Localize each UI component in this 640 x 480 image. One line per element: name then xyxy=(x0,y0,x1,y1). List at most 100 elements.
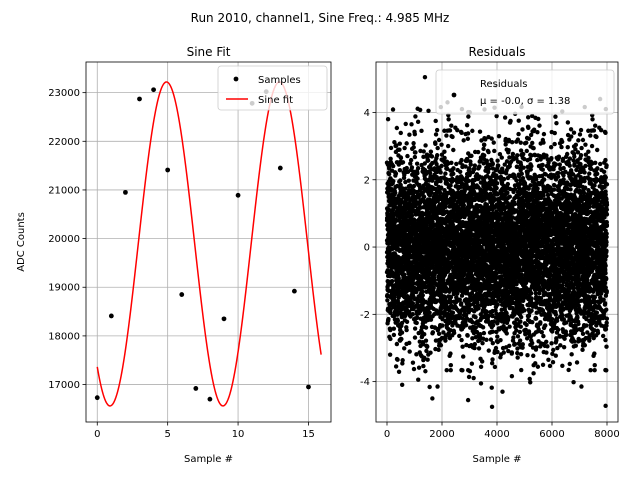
residual-point xyxy=(385,298,390,303)
residual-point xyxy=(495,334,500,339)
residual-point xyxy=(432,325,438,330)
residual-point xyxy=(388,156,393,162)
sample-point xyxy=(221,316,227,322)
residual-point xyxy=(490,340,496,346)
residual-point xyxy=(399,320,405,326)
residual-point xyxy=(442,128,447,133)
residual-point xyxy=(439,185,444,190)
residual-point xyxy=(396,369,402,374)
residual-point xyxy=(412,154,418,160)
residual-point xyxy=(437,202,443,207)
residual-point xyxy=(489,385,494,390)
residual-point xyxy=(407,132,412,137)
residual-point xyxy=(424,344,430,349)
residual-point xyxy=(481,146,486,152)
residual-point xyxy=(517,329,523,335)
residual-point xyxy=(411,183,417,189)
residual-point xyxy=(460,344,465,349)
residual-point xyxy=(422,355,427,360)
residual-point xyxy=(451,244,457,250)
residual-point xyxy=(402,145,407,151)
residual-point xyxy=(451,166,456,171)
residual-point xyxy=(430,330,436,335)
residual-point xyxy=(417,107,423,113)
residual-point xyxy=(507,324,512,329)
residual-point xyxy=(472,341,478,347)
residual-point xyxy=(478,381,484,386)
residual-point xyxy=(408,157,414,163)
x-tick-label: 5 xyxy=(164,429,170,440)
residual-point xyxy=(465,333,470,338)
residual-point xyxy=(410,360,416,365)
residual-point xyxy=(421,149,426,154)
residual-point xyxy=(423,338,429,343)
residual-point xyxy=(414,352,419,357)
residual-point xyxy=(435,145,440,151)
residual-point xyxy=(476,346,482,351)
residual-point xyxy=(466,114,471,119)
residual-point xyxy=(494,185,499,191)
residual-point xyxy=(496,163,501,168)
residual-point xyxy=(475,149,481,155)
residual-point xyxy=(516,131,521,137)
x-axis-label: Sample # xyxy=(184,454,233,465)
residuals-axes: 0 2000 4000 6000 8000-4-2024ResidualsSample … xyxy=(360,45,620,465)
x-tick-label: 15 xyxy=(302,429,315,440)
residual-point xyxy=(450,134,455,140)
residual-point xyxy=(395,270,401,275)
sample-point xyxy=(277,165,283,171)
residual-point xyxy=(388,336,393,342)
residual-point xyxy=(397,141,402,146)
residual-point xyxy=(391,178,396,184)
residual-points xyxy=(384,104,610,390)
residual-point xyxy=(499,155,504,160)
sample-point xyxy=(151,87,156,93)
residual-point xyxy=(433,132,439,137)
residual-point xyxy=(421,363,426,369)
sample-point xyxy=(207,396,213,402)
residual-point xyxy=(457,333,462,339)
residual-point xyxy=(518,140,523,145)
residual-point xyxy=(445,166,450,172)
residual-point xyxy=(446,266,452,271)
x-tick-label: 0 xyxy=(94,429,100,440)
residual-point xyxy=(428,350,433,355)
residual-point xyxy=(459,301,464,306)
residual-point xyxy=(402,346,407,351)
residual-point xyxy=(400,361,405,366)
residual-point xyxy=(437,190,443,195)
residual-point xyxy=(441,277,446,283)
residual-point xyxy=(472,345,477,351)
residual-point xyxy=(404,319,410,324)
residual-point xyxy=(476,306,481,311)
residual-point xyxy=(518,319,523,324)
residual-point xyxy=(484,309,489,314)
y-tick-label: 20000 xyxy=(48,234,80,245)
residual-point xyxy=(448,294,454,300)
residual-point xyxy=(390,107,396,112)
legend-samples-label: Samples xyxy=(258,75,301,86)
residual-point xyxy=(448,183,453,188)
residual-point xyxy=(512,201,517,207)
residual-point xyxy=(412,326,418,331)
residual-point xyxy=(455,128,460,133)
residual-point xyxy=(480,325,486,330)
residual-point xyxy=(423,325,429,330)
residual-point xyxy=(435,198,441,203)
legend-samples-marker xyxy=(233,76,239,82)
residual-point xyxy=(470,336,475,341)
residual-point xyxy=(398,155,404,161)
residual-point xyxy=(494,113,499,119)
residual-point xyxy=(490,323,496,328)
residual-point xyxy=(399,336,404,342)
residual-point xyxy=(388,310,393,315)
residual-point xyxy=(450,310,456,315)
residual-point xyxy=(435,384,440,389)
residual-point xyxy=(449,123,454,128)
sample-point xyxy=(291,288,297,294)
residual-point xyxy=(423,143,428,148)
residual-point xyxy=(446,117,451,122)
residual-point xyxy=(395,357,400,362)
residual-point xyxy=(410,281,416,286)
residual-point xyxy=(448,367,453,373)
